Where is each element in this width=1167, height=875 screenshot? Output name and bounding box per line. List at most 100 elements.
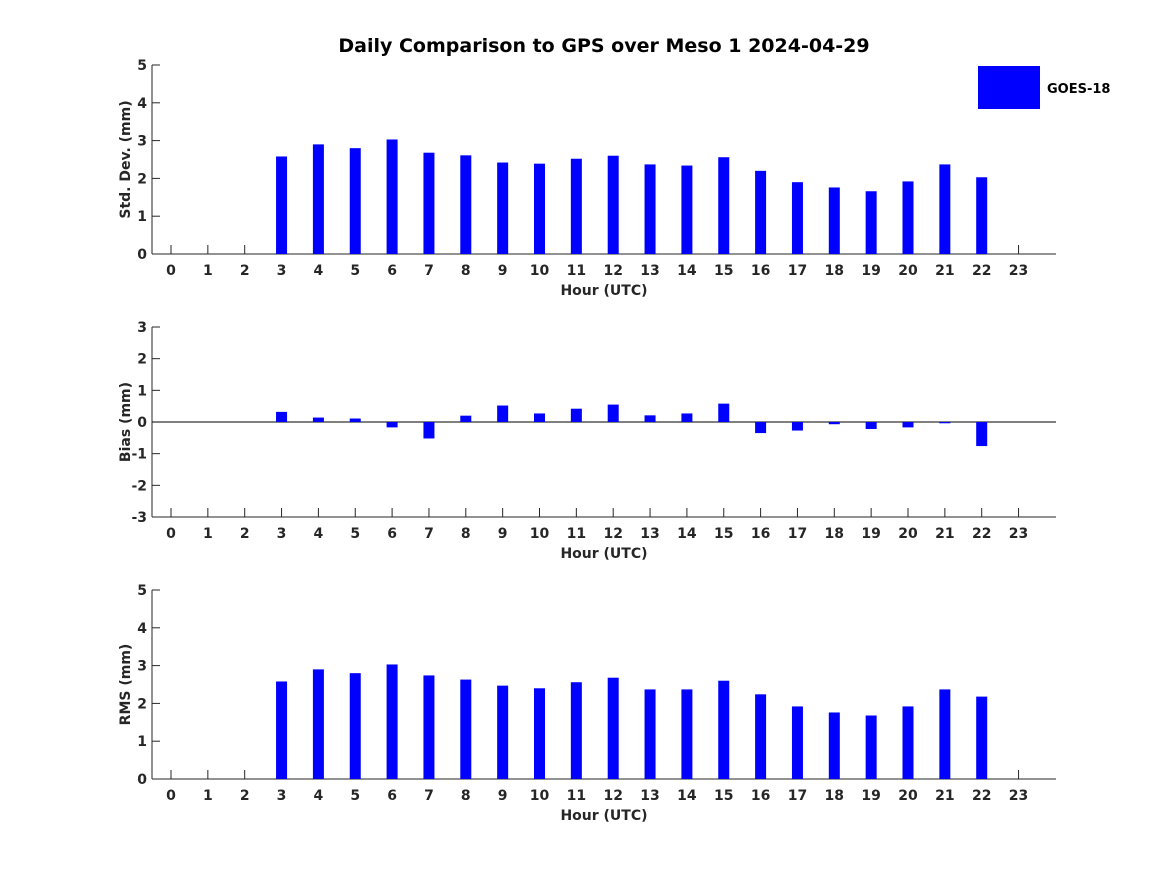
x-tick-label: 12 bbox=[603, 526, 622, 542]
bar-hour-16 bbox=[755, 422, 767, 434]
y-tick-label: 5 bbox=[137, 583, 147, 599]
x-tick-label: 21 bbox=[935, 263, 954, 279]
x-tick-label: 10 bbox=[530, 526, 550, 542]
y-axis-label: Std. Dev. (mm) bbox=[118, 100, 134, 218]
x-tick-label: 20 bbox=[898, 263, 918, 279]
bar-hour-15 bbox=[718, 403, 730, 422]
x-tick-label: 17 bbox=[788, 526, 807, 542]
bar-hour-11 bbox=[570, 158, 582, 254]
x-tick-label: 0 bbox=[166, 788, 176, 804]
x-tick-label: 15 bbox=[714, 526, 733, 542]
bar-hour-3 bbox=[276, 681, 288, 779]
x-tick-label: 7 bbox=[424, 526, 434, 542]
bar-hour-22 bbox=[976, 422, 988, 447]
x-tick-label: 17 bbox=[788, 788, 807, 804]
x-tick-label: 19 bbox=[861, 263, 880, 279]
x-tick-label: 5 bbox=[350, 526, 360, 542]
x-tick-label: 13 bbox=[640, 263, 659, 279]
x-tick-label: 9 bbox=[498, 526, 508, 542]
bar-hour-5 bbox=[349, 148, 361, 254]
bar-hour-14 bbox=[681, 689, 693, 779]
y-tick-label: 4 bbox=[137, 621, 147, 637]
y-tick-label: 0 bbox=[137, 772, 147, 788]
x-tick-label: 3 bbox=[277, 263, 287, 279]
x-tick-label: 23 bbox=[1009, 788, 1028, 804]
x-tick-label: 12 bbox=[603, 263, 622, 279]
x-tick-label: 19 bbox=[861, 788, 880, 804]
bar-hour-12 bbox=[607, 677, 619, 779]
x-tick-label: 4 bbox=[314, 788, 324, 804]
x-tick-label: 14 bbox=[677, 788, 697, 804]
x-tick-label: 22 bbox=[972, 526, 991, 542]
y-axis-label: Bias (mm) bbox=[118, 382, 134, 462]
bar-hour-9 bbox=[497, 162, 509, 254]
bar-hour-4 bbox=[312, 417, 324, 422]
x-tick-label: 10 bbox=[530, 263, 550, 279]
x-tick-label: 22 bbox=[972, 263, 991, 279]
y-tick-label: 1 bbox=[137, 209, 147, 225]
x-axis-label: Hour (UTC) bbox=[560, 546, 647, 562]
x-tick-label: 10 bbox=[530, 788, 550, 804]
bar-hour-19 bbox=[865, 715, 877, 779]
x-tick-label: 1 bbox=[203, 526, 213, 542]
bar-hour-17 bbox=[791, 422, 803, 431]
bar-hour-7 bbox=[423, 675, 435, 779]
x-tick-label: 2 bbox=[240, 263, 250, 279]
x-tick-label: 17 bbox=[788, 263, 807, 279]
bar-hour-4 bbox=[312, 144, 324, 254]
x-tick-label: 13 bbox=[640, 526, 659, 542]
x-tick-label: 19 bbox=[861, 526, 880, 542]
x-tick-label: 22 bbox=[972, 788, 991, 804]
bar-hour-5 bbox=[349, 673, 361, 779]
y-tick-label: 1 bbox=[137, 734, 147, 750]
y-tick-label: 0 bbox=[137, 415, 147, 431]
bar-hour-22 bbox=[976, 177, 988, 254]
bar-hour-8 bbox=[460, 679, 472, 779]
x-tick-label: 13 bbox=[640, 788, 659, 804]
x-tick-label: 16 bbox=[751, 788, 770, 804]
bar-hour-14 bbox=[681, 165, 693, 254]
bar-hour-12 bbox=[607, 155, 619, 254]
x-tick-label: 6 bbox=[387, 263, 397, 279]
x-tick-label: 21 bbox=[935, 788, 954, 804]
x-tick-label: 20 bbox=[898, 788, 918, 804]
y-tick-label: -2 bbox=[131, 478, 147, 494]
bar-hour-6 bbox=[386, 139, 398, 254]
bar-hour-7 bbox=[423, 152, 435, 254]
bar-hour-3 bbox=[276, 411, 288, 422]
bar-hour-22 bbox=[976, 696, 988, 779]
x-tick-label: 7 bbox=[424, 788, 434, 804]
x-tick-label: 2 bbox=[240, 526, 250, 542]
x-tick-label: 6 bbox=[387, 788, 397, 804]
y-tick-label: 5 bbox=[137, 58, 147, 74]
x-tick-label: 16 bbox=[751, 263, 770, 279]
x-tick-label: 11 bbox=[567, 526, 586, 542]
x-tick-label: 15 bbox=[714, 263, 733, 279]
x-tick-label: 20 bbox=[898, 526, 918, 542]
bar-hour-12 bbox=[607, 404, 619, 422]
bar-hour-16 bbox=[755, 694, 767, 779]
legend-swatch bbox=[978, 66, 1040, 109]
x-tick-label: 5 bbox=[350, 788, 360, 804]
x-tick-label: 2 bbox=[240, 788, 250, 804]
bar-hour-14 bbox=[681, 413, 693, 422]
y-tick-label: 2 bbox=[137, 696, 147, 712]
bar-hour-21 bbox=[939, 164, 951, 254]
y-tick-label: 0 bbox=[137, 247, 147, 263]
x-tick-label: 4 bbox=[314, 526, 324, 542]
bar-hour-21 bbox=[939, 689, 951, 779]
x-tick-label: 23 bbox=[1009, 526, 1028, 542]
bar-hour-20 bbox=[902, 181, 914, 254]
bar-hour-18 bbox=[828, 712, 840, 779]
bar-hour-19 bbox=[865, 422, 877, 429]
x-tick-label: 11 bbox=[567, 263, 586, 279]
bar-hour-8 bbox=[460, 155, 472, 254]
bar-hour-20 bbox=[902, 422, 914, 428]
x-tick-label: 8 bbox=[461, 526, 471, 542]
x-tick-label: 12 bbox=[603, 788, 622, 804]
bar-hour-20 bbox=[902, 706, 914, 779]
bar-hour-8 bbox=[460, 415, 472, 422]
